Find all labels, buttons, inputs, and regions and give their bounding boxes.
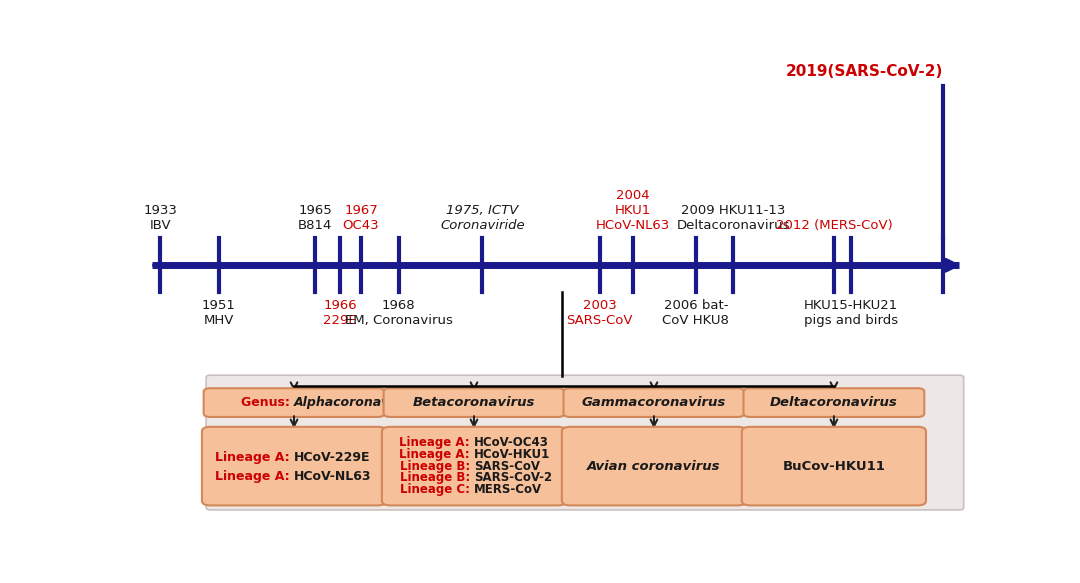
Text: HCoV-229E: HCoV-229E — [294, 451, 370, 464]
FancyBboxPatch shape — [562, 427, 746, 505]
Text: Lineage A:: Lineage A: — [215, 451, 294, 464]
Text: 2006 bat-
CoV HKU8: 2006 bat- CoV HKU8 — [662, 299, 729, 327]
FancyBboxPatch shape — [204, 388, 384, 417]
Text: Lineage B:: Lineage B: — [400, 471, 474, 484]
Text: 1951
MHV: 1951 MHV — [202, 299, 235, 327]
Text: 1975, ICTV
Coronaviride: 1975, ICTV Coronaviride — [440, 203, 525, 231]
Text: 1967
OC43: 1967 OC43 — [342, 203, 379, 231]
Text: HCoV-NL63: HCoV-NL63 — [294, 470, 372, 483]
Text: HKU15-HKU21
pigs and birds: HKU15-HKU21 pigs and birds — [804, 299, 897, 327]
Text: Gammacoronavirus: Gammacoronavirus — [582, 396, 726, 409]
Text: Lineage B:: Lineage B: — [400, 459, 474, 473]
Text: 2004
HKU1
HCoV-NL63: 2004 HKU1 HCoV-NL63 — [596, 188, 670, 231]
Text: Avian coronavirus: Avian coronavirus — [588, 459, 720, 473]
Text: 2019(SARS-CoV-2): 2019(SARS-CoV-2) — [785, 64, 943, 79]
Text: SARS-CoV: SARS-CoV — [474, 459, 540, 473]
Text: Lineage A:: Lineage A: — [215, 470, 294, 483]
Text: Lineage A:: Lineage A: — [400, 448, 474, 461]
FancyBboxPatch shape — [382, 427, 566, 505]
Text: Deltacoronavirus: Deltacoronavirus — [770, 396, 897, 409]
Text: MERS-CoV: MERS-CoV — [474, 483, 542, 496]
FancyBboxPatch shape — [383, 388, 565, 417]
Text: 1965
B814: 1965 B814 — [298, 203, 333, 231]
FancyBboxPatch shape — [743, 388, 924, 417]
FancyBboxPatch shape — [564, 388, 744, 417]
Text: 2012 (MERS-CoV): 2012 (MERS-CoV) — [775, 219, 892, 231]
Text: Lineage A:: Lineage A: — [400, 437, 474, 449]
Text: SARS-CoV-2: SARS-CoV-2 — [474, 471, 552, 484]
Text: 1933
IBV: 1933 IBV — [144, 203, 177, 231]
Text: HCoV-HKU1: HCoV-HKU1 — [474, 448, 550, 461]
Text: 1966
229E: 1966 229E — [323, 299, 356, 327]
Text: 1968
EM, Coronavirus: 1968 EM, Coronavirus — [345, 299, 453, 327]
Text: Lineage C:: Lineage C: — [400, 483, 474, 496]
FancyBboxPatch shape — [742, 427, 926, 505]
Text: 2009 HKU11-13
Deltacoronavirus: 2009 HKU11-13 Deltacoronavirus — [677, 203, 791, 231]
Text: BuCov-HKU11: BuCov-HKU11 — [782, 459, 886, 473]
Text: Genus:: Genus: — [241, 396, 294, 409]
Text: 2003
SARS-CoV: 2003 SARS-CoV — [566, 299, 633, 327]
Text: Betacoronavirus: Betacoronavirus — [413, 396, 536, 409]
Text: Alphacoronavirus: Alphacoronavirus — [294, 396, 417, 409]
FancyBboxPatch shape — [206, 375, 963, 510]
FancyBboxPatch shape — [202, 427, 387, 505]
Text: HCoV-OC43: HCoV-OC43 — [474, 437, 549, 449]
